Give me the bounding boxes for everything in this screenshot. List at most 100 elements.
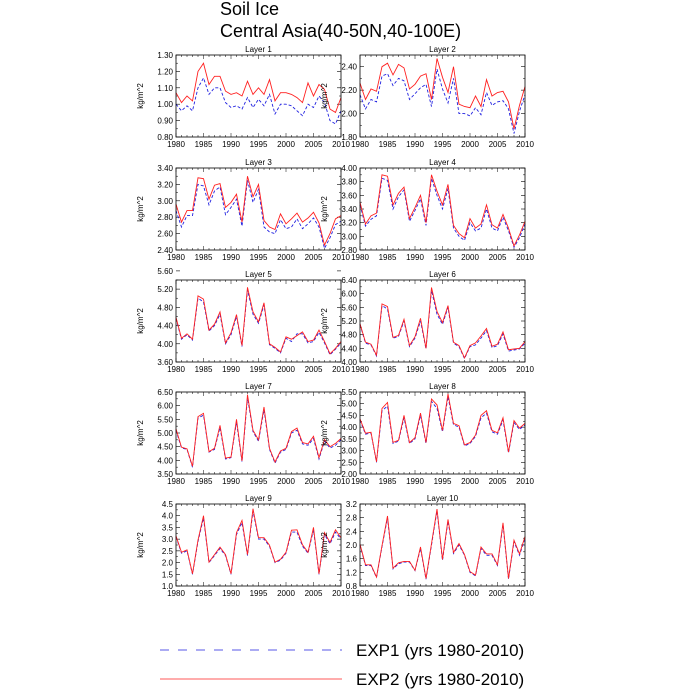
x-tick-label: 1985 (195, 253, 213, 262)
x-tick-label: 1995 (434, 365, 452, 374)
y-tick-label: 2.80 (341, 246, 357, 255)
y-tick-label: 1.30 (157, 51, 173, 60)
y-tick-label: 4.00 (157, 456, 173, 465)
x-tick-label: 1985 (195, 365, 213, 374)
x-tick-label: 1980 (351, 589, 369, 598)
y-tick-label: 3.40 (341, 205, 357, 214)
panel-title: Layer 5 (245, 270, 272, 279)
x-tick-label: 1980 (167, 253, 185, 262)
plot-frame (175, 503, 342, 587)
series-line-exp2 (359, 287, 526, 360)
x-tick-label: 1990 (406, 365, 424, 374)
x-tick-label: 2005 (305, 477, 323, 486)
y-tick-label: 1.6 (346, 555, 358, 564)
x-tick-label: 2005 (305, 140, 323, 149)
series-line-exp2 (175, 508, 342, 574)
y-tick-label: 3.0 (162, 535, 174, 544)
panel-8: Layer 8 kg/m^2 2.00 2.50 3.00 3.50 4.00 4.50 5.0… (320, 382, 534, 486)
x-tick-label: 2005 (489, 589, 507, 598)
x-tick-label: 1990 (222, 365, 240, 374)
legend: EXP1 (yrs 1980-2010) EXP2 (yrs 1980-2010) (160, 641, 524, 689)
x-tick-label: 1985 (195, 140, 213, 149)
y-tick-label: 2.00 (341, 110, 357, 119)
x-tick-label: 2000 (461, 477, 479, 486)
y-tick-label: 4.50 (157, 443, 173, 452)
x-tick-label: 2010 (332, 365, 350, 374)
x-tick-label: 1980 (167, 589, 185, 598)
series-line-exp2 (175, 287, 342, 355)
y-tick-label: 5.50 (341, 388, 357, 397)
y-tick-label: 0.8 (346, 582, 358, 591)
panel-title: Layer 9 (245, 494, 272, 503)
panel-6: Layer 6 kg/m^2 4.00 4.40 4.80 5.20 5.60 6.00 6.4… (320, 270, 534, 374)
plot-frame (359, 503, 526, 587)
x-tick-label: 2005 (489, 365, 507, 374)
y-tick-label: 0.80 (157, 133, 173, 142)
x-tick-label: 1990 (222, 253, 240, 262)
y-tick-label: 2.40 (341, 63, 357, 72)
series-line-exp1 (359, 68, 526, 134)
legend-label-1: EXP1 (yrs 1980-2010) (356, 641, 524, 660)
x-tick-label: 2010 (516, 477, 534, 486)
x-tick-label: 1990 (406, 253, 424, 262)
x-tick-label: 2010 (332, 477, 350, 486)
y-tick-label: 6.40 (341, 276, 357, 285)
y-tick-label: 3.50 (341, 435, 357, 444)
y-tick-label: 5.60 (157, 267, 173, 276)
x-tick-label: 2005 (489, 477, 507, 486)
y-tick-label: 5.00 (157, 429, 173, 438)
panel-title: Layer 4 (429, 158, 456, 167)
series-line-exp2 (359, 174, 526, 248)
x-tick-label: 1980 (167, 477, 185, 486)
x-tick-label: 1985 (379, 365, 397, 374)
y-tick-label: 6.50 (157, 388, 173, 397)
x-tick-label: 2010 (516, 365, 534, 374)
x-tick-label: 2005 (305, 365, 323, 374)
x-tick-label: 1980 (167, 365, 185, 374)
panel-title: Layer 8 (429, 382, 456, 391)
y-tick-label: 1.20 (157, 67, 173, 76)
x-tick-label: 1985 (195, 477, 213, 486)
x-tick-label: 2010 (332, 589, 350, 598)
panel-5: Layer 5 kg/m^2 3.60 4.00 4.40 4.80 5.20 5.60 198… (136, 267, 350, 374)
y-axis-label: kg/m^2 (320, 420, 329, 446)
y-tick-label: 4.80 (157, 303, 173, 312)
x-tick-label: 1995 (250, 253, 268, 262)
plot-frame (359, 391, 526, 475)
y-tick-label: 4.50 (341, 411, 357, 420)
x-tick-label: 2010 (516, 589, 534, 598)
panel-title: Layer 7 (245, 382, 272, 391)
y-tick-label: 3.2 (346, 500, 358, 509)
y-tick-label: 1.0 (162, 582, 174, 591)
y-axis-label: kg/m^2 (320, 196, 329, 222)
x-tick-label: 2000 (461, 365, 479, 374)
x-tick-label: 2000 (277, 253, 295, 262)
x-tick-label: 1980 (351, 477, 369, 486)
panel-9: Layer 9 kg/m^2 1.0 1.5 2.0 2.5 3.0 3.5 4.0 4.5 198… (136, 494, 350, 598)
figure-title: Soil Ice Central Asia(40-50N,40-100E) (220, 0, 461, 42)
y-axis-label: kg/m^2 (136, 83, 145, 109)
y-axis-label: kg/m^2 (136, 308, 145, 334)
y-tick-label: 1.00 (157, 100, 173, 109)
y-tick-label: 4.5 (162, 500, 174, 509)
series-line-exp1 (175, 180, 342, 250)
series-line-exp2 (359, 58, 526, 129)
y-tick-label: 3.00 (157, 197, 173, 206)
x-tick-label: 1995 (250, 477, 268, 486)
legend-label-2: EXP2 (yrs 1980-2010) (356, 670, 524, 689)
y-tick-label: 2.50 (341, 458, 357, 467)
x-tick-label: 1990 (406, 477, 424, 486)
series-line-exp1 (175, 76, 342, 125)
x-tick-label: 1990 (406, 589, 424, 598)
x-tick-label: 1995 (434, 253, 452, 262)
x-tick-label: 1995 (250, 140, 268, 149)
y-tick-label: 4.40 (341, 344, 357, 353)
series-line-exp1 (359, 177, 526, 249)
x-tick-label: 1990 (406, 140, 424, 149)
y-tick-label: 6.00 (157, 402, 173, 411)
x-tick-label: 2000 (277, 140, 295, 149)
x-tick-label: 2000 (461, 140, 479, 149)
y-tick-label: 5.50 (157, 415, 173, 424)
y-tick-label: 2.4 (346, 527, 358, 536)
panel-7: Layer 7 kg/m^2 3.50 4.00 4.50 5.00 5.50 6.00 6.5… (136, 382, 350, 486)
